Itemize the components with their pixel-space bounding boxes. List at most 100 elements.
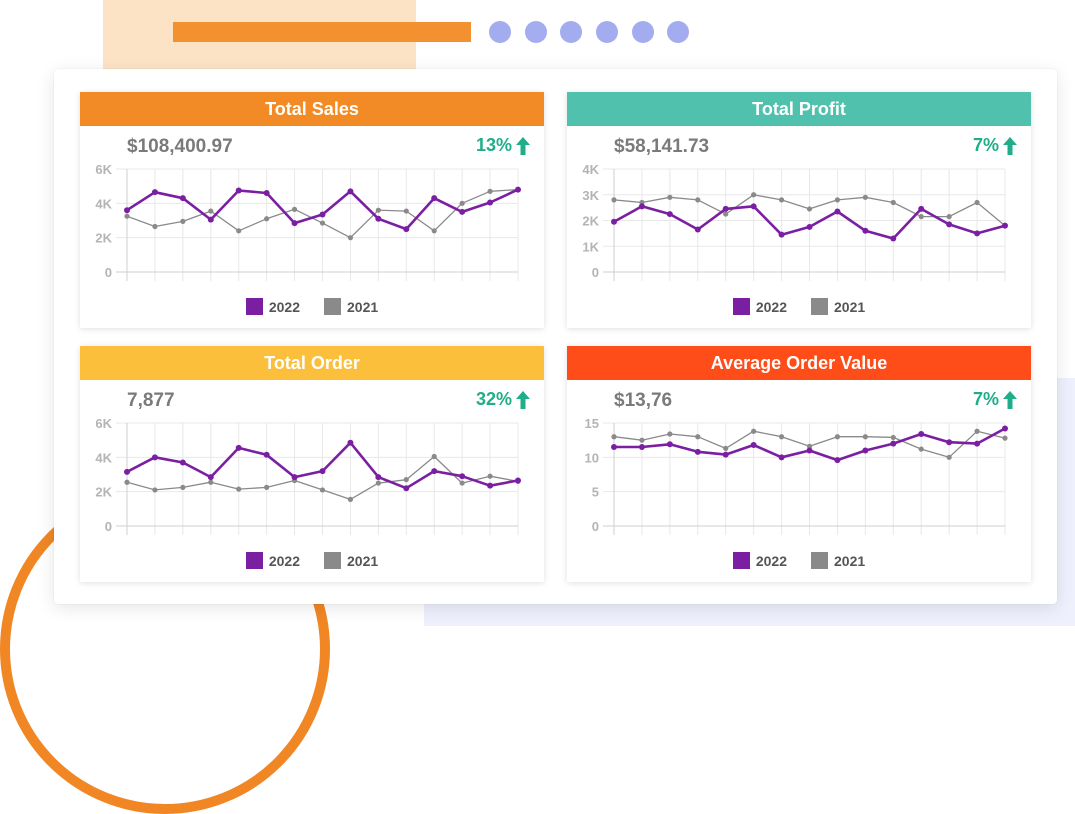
y-tick-label: 2K [95, 231, 112, 246]
legend-item-2021[interactable]: 2021 [811, 552, 865, 569]
data-point-2021 [375, 207, 381, 213]
metric-value: $13,76 [614, 390, 673, 411]
y-tick-label: 2K [582, 214, 599, 229]
decor-dot [596, 21, 618, 43]
data-point-2021 [403, 477, 409, 483]
data-point-2021 [834, 434, 841, 440]
change-percent: 32% [475, 389, 512, 409]
metric-value: 7,877 [127, 390, 175, 411]
metric-change: 13% [476, 135, 530, 156]
legend-item-2022[interactable]: 2022 [245, 298, 300, 315]
data-point-2022 [179, 195, 186, 202]
data-point-2021 [208, 208, 214, 214]
data-point-2022 [1002, 425, 1008, 432]
y-tick-label: 10 [585, 450, 599, 465]
data-point-2022 [124, 207, 130, 214]
legend-item-2022[interactable]: 2022 [732, 552, 787, 569]
data-point-2022 [694, 226, 701, 233]
data-point-2021 [778, 197, 785, 203]
data-point-2022 [487, 482, 494, 489]
card-total-sales: Total Sales $108,400.97 13% 0 2K 4K 6K 2022 2021 [80, 92, 544, 328]
data-point-2021 [862, 194, 868, 200]
decor-dot [632, 21, 654, 43]
legend-item-2021[interactable]: 2021 [324, 298, 378, 315]
data-point-2022 [890, 235, 897, 242]
data-point-2022 [319, 468, 326, 475]
data-point-2022 [611, 218, 617, 225]
decor-dot [667, 21, 689, 43]
data-point-2022 [207, 474, 214, 481]
data-point-2022 [834, 457, 841, 464]
data-point-2022 [459, 208, 466, 215]
data-point-2022 [375, 215, 382, 222]
data-point-2022 [666, 441, 673, 448]
data-point-2021 [152, 487, 158, 493]
data-point-2022 [666, 211, 673, 218]
legend-swatch [732, 552, 750, 569]
data-point-2022 [638, 444, 645, 451]
legend-swatch [811, 552, 828, 569]
data-point-2022 [207, 216, 214, 223]
data-point-2021 [723, 211, 729, 217]
data-point-2021 [375, 480, 381, 486]
decor-orange-bar [173, 22, 471, 42]
legend-item-2022[interactable]: 2022 [732, 298, 787, 315]
data-point-2022 [778, 454, 785, 461]
data-point-2022 [263, 190, 270, 197]
data-point-2022 [694, 448, 701, 455]
chart-legend: 2022 2021 [567, 298, 1031, 315]
y-tick-label: 5 [592, 485, 599, 500]
y-tick-label: 6K [95, 416, 112, 431]
data-point-2021 [236, 228, 242, 234]
line-chart: 0 5 10 15 [585, 416, 1008, 535]
data-point-2022 [806, 223, 813, 230]
metric-value: $58,141.73 [614, 136, 710, 157]
legend-item-2021[interactable]: 2021 [811, 298, 865, 315]
legend-item-2022[interactable]: 2022 [245, 552, 300, 569]
y-tick-label: 0 [592, 265, 599, 280]
data-point-2022 [291, 220, 298, 227]
dashboard-panel: Total Sales $108,400.97 13% 0 2K 4K 6K 2022 2021… [54, 69, 1057, 604]
data-point-2022 [431, 468, 438, 475]
data-point-2022 [375, 474, 382, 481]
data-point-2021 [667, 431, 673, 437]
data-point-2022 [778, 231, 785, 238]
data-point-2021 [723, 445, 729, 452]
arrow-up-icon [1003, 390, 1017, 409]
arrow-up-icon [516, 136, 530, 155]
data-point-2022 [347, 188, 354, 195]
legend-swatch [811, 298, 828, 315]
line-chart: 0 2K 4K 6K [95, 416, 521, 535]
arrow-up-icon [516, 390, 530, 409]
y-tick-label: 1K [582, 239, 599, 254]
data-point-2021 [862, 434, 868, 440]
chart-legend: 2022 2021 [80, 298, 544, 315]
data-point-2021 [751, 428, 757, 434]
data-point-2021 [667, 194, 673, 200]
y-tick-label: 4K [95, 196, 112, 211]
data-point-2021 [946, 214, 952, 220]
data-point-2021 [946, 454, 952, 460]
data-point-2021 [291, 206, 298, 212]
data-point-2022 [235, 444, 242, 451]
data-point-2022 [319, 211, 326, 218]
data-point-2022 [403, 226, 410, 233]
y-tick-label: 0 [105, 265, 112, 280]
data-point-2022 [515, 477, 521, 484]
data-point-2022 [946, 221, 953, 228]
decor-dot [560, 21, 582, 43]
data-point-2021 [890, 199, 896, 206]
data-point-2022 [515, 186, 521, 193]
data-point-2022 [124, 468, 130, 475]
data-point-2021 [918, 214, 924, 220]
data-point-2022 [722, 451, 729, 458]
data-point-2021 [487, 473, 493, 479]
data-point-2021 [834, 197, 841, 203]
data-point-2021 [487, 188, 493, 194]
data-point-2022 [946, 439, 953, 446]
data-point-2021 [208, 479, 214, 485]
metric-change: 7% [973, 135, 1017, 156]
legend-item-2021[interactable]: 2021 [324, 552, 378, 569]
data-point-2022 [890, 440, 897, 447]
data-point-2022 [750, 441, 757, 448]
